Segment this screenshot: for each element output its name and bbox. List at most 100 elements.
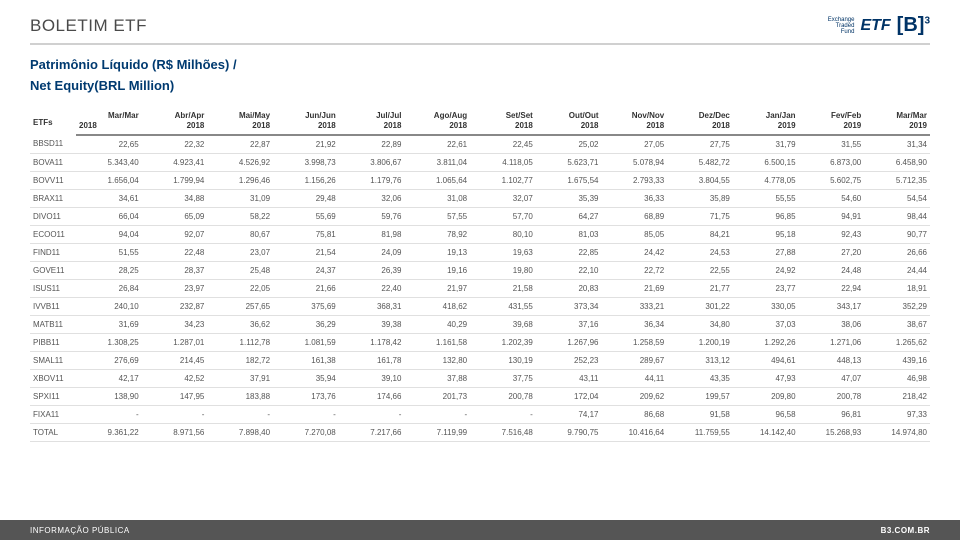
cell-value: 301,22 (667, 297, 733, 315)
cell-value: 5.602,75 (799, 171, 865, 189)
cell-value: 74,17 (536, 405, 602, 423)
cell-value: 27,88 (733, 243, 799, 261)
col-header-month: Set/Set (470, 107, 536, 121)
cell-value: 96,85 (733, 207, 799, 225)
cell-value: 23,07 (207, 243, 273, 261)
table-row: SPXI11138,90147,95183,88173,76174,66201,… (30, 387, 930, 405)
cell-value: 22,61 (404, 135, 470, 154)
cell-value: 28,25 (76, 261, 142, 279)
cell-value: 37,16 (536, 315, 602, 333)
col-header-year: 2018 (602, 121, 668, 135)
cell-value: 24,92 (733, 261, 799, 279)
cell-value: 4.526,92 (207, 153, 273, 171)
col-header-etfs: ETFs (30, 107, 76, 135)
cell-value: 5.712,35 (864, 171, 930, 189)
cell-value: 55,55 (733, 189, 799, 207)
col-header-year: 2019 (864, 121, 930, 135)
cell-value: 36,29 (273, 315, 339, 333)
table-row: FIXA11-------74,1786,6891,5896,5896,8197… (30, 405, 930, 423)
col-header-year: 2018 (536, 121, 602, 135)
cell-value: 1.202,39 (470, 333, 536, 351)
cell-value: 313,12 (667, 351, 733, 369)
row-name: BRAX11 (30, 189, 76, 207)
cell-value: 22,55 (667, 261, 733, 279)
cell-value: 1.156,26 (273, 171, 339, 189)
cell-value: 35,39 (536, 189, 602, 207)
cell-value: 257,65 (207, 297, 273, 315)
cell-value: 7.119,99 (404, 423, 470, 441)
cell-value: 373,34 (536, 297, 602, 315)
cell-value: 21,97 (404, 279, 470, 297)
cell-value: 1.102,77 (470, 171, 536, 189)
cell-value: 91,58 (667, 405, 733, 423)
col-header-month: Out/Out (536, 107, 602, 121)
cell-value: 31,08 (404, 189, 470, 207)
cell-value: 1.265,62 (864, 333, 930, 351)
cell-value: 43,11 (536, 369, 602, 387)
cell-value: 232,87 (142, 297, 208, 315)
table-row: PIBB111.308,251.287,011.112,781.081,591.… (30, 333, 930, 351)
cell-value: 1.178,42 (339, 333, 405, 351)
col-header-year: 2018 (404, 121, 470, 135)
cell-value: 81,03 (536, 225, 602, 243)
col-header-year: 2018 (142, 121, 208, 135)
row-name: ISUS11 (30, 279, 76, 297)
etf-logo: Exchange Traded Fund (828, 17, 855, 35)
cell-value: 43,35 (667, 369, 733, 387)
table-row: BRAX1134,6134,8831,0929,4832,0631,0832,0… (30, 189, 930, 207)
cell-value: 352,29 (864, 297, 930, 315)
table-row: MATB1131,6934,2336,6236,2939,3840,2939,6… (30, 315, 930, 333)
cell-value: 1.258,59 (602, 333, 668, 351)
cell-value: 38,06 (799, 315, 865, 333)
cell-value: 9.790,75 (536, 423, 602, 441)
cell-value: 24,48 (799, 261, 865, 279)
cell-value: 32,07 (470, 189, 536, 207)
table-row: BOVV111.656,041.799,941.296,461.156,261.… (30, 171, 930, 189)
col-header-year: 2018 (207, 121, 273, 135)
cell-value: 8.971,56 (142, 423, 208, 441)
cell-value: 147,95 (142, 387, 208, 405)
cell-value: 24,09 (339, 243, 405, 261)
cell-value: 5.482,72 (667, 153, 733, 171)
col-header-month: Mar/Mar (864, 107, 930, 121)
cell-value: 4.118,05 (470, 153, 536, 171)
cell-value: 1.675,54 (536, 171, 602, 189)
cell-value: 21,66 (273, 279, 339, 297)
cell-value: 39,68 (470, 315, 536, 333)
cell-value: - (470, 405, 536, 423)
cell-value: 23,97 (142, 279, 208, 297)
cell-value: 3.804,55 (667, 171, 733, 189)
cell-value: 57,55 (404, 207, 470, 225)
cell-value: 183,88 (207, 387, 273, 405)
cell-value: 34,88 (142, 189, 208, 207)
footer: INFORMAÇÃO PÚBLICA B3.COM.BR (0, 520, 960, 540)
cell-value: 21,54 (273, 243, 339, 261)
row-name: SPXI11 (30, 387, 76, 405)
table-row: DIVO1166,0465,0958,2255,6959,7657,5557,7… (30, 207, 930, 225)
cell-value: 31,09 (207, 189, 273, 207)
cell-value: 31,69 (76, 315, 142, 333)
table-row: BOVA115.343,404.923,414.526,923.998,733.… (30, 153, 930, 171)
cell-value: 7.898,40 (207, 423, 273, 441)
cell-value: 214,45 (142, 351, 208, 369)
cell-value: 22,45 (470, 135, 536, 154)
cell-value: 65,09 (142, 207, 208, 225)
col-header-month: Mar/Mar (76, 107, 142, 121)
cell-value: 10.416,64 (602, 423, 668, 441)
col-header-month: Nov/Nov (602, 107, 668, 121)
col-header-month: Jun/Jun (273, 107, 339, 121)
cell-value: 31,55 (799, 135, 865, 154)
cell-value: 7.270,08 (273, 423, 339, 441)
footer-left: INFORMAÇÃO PÚBLICA (30, 526, 130, 535)
cell-value: 28,37 (142, 261, 208, 279)
col-header-month: Jan/Jan (733, 107, 799, 121)
cell-value: - (207, 405, 273, 423)
table-row: XBOV1142,1742,5237,9135,9439,1037,8837,7… (30, 369, 930, 387)
cell-value: 132,80 (404, 351, 470, 369)
cell-value: 32,06 (339, 189, 405, 207)
cell-value: 59,76 (339, 207, 405, 225)
cell-value: 209,80 (733, 387, 799, 405)
cell-value: 26,66 (864, 243, 930, 261)
cell-value: 172,04 (536, 387, 602, 405)
row-name: SMAL11 (30, 351, 76, 369)
